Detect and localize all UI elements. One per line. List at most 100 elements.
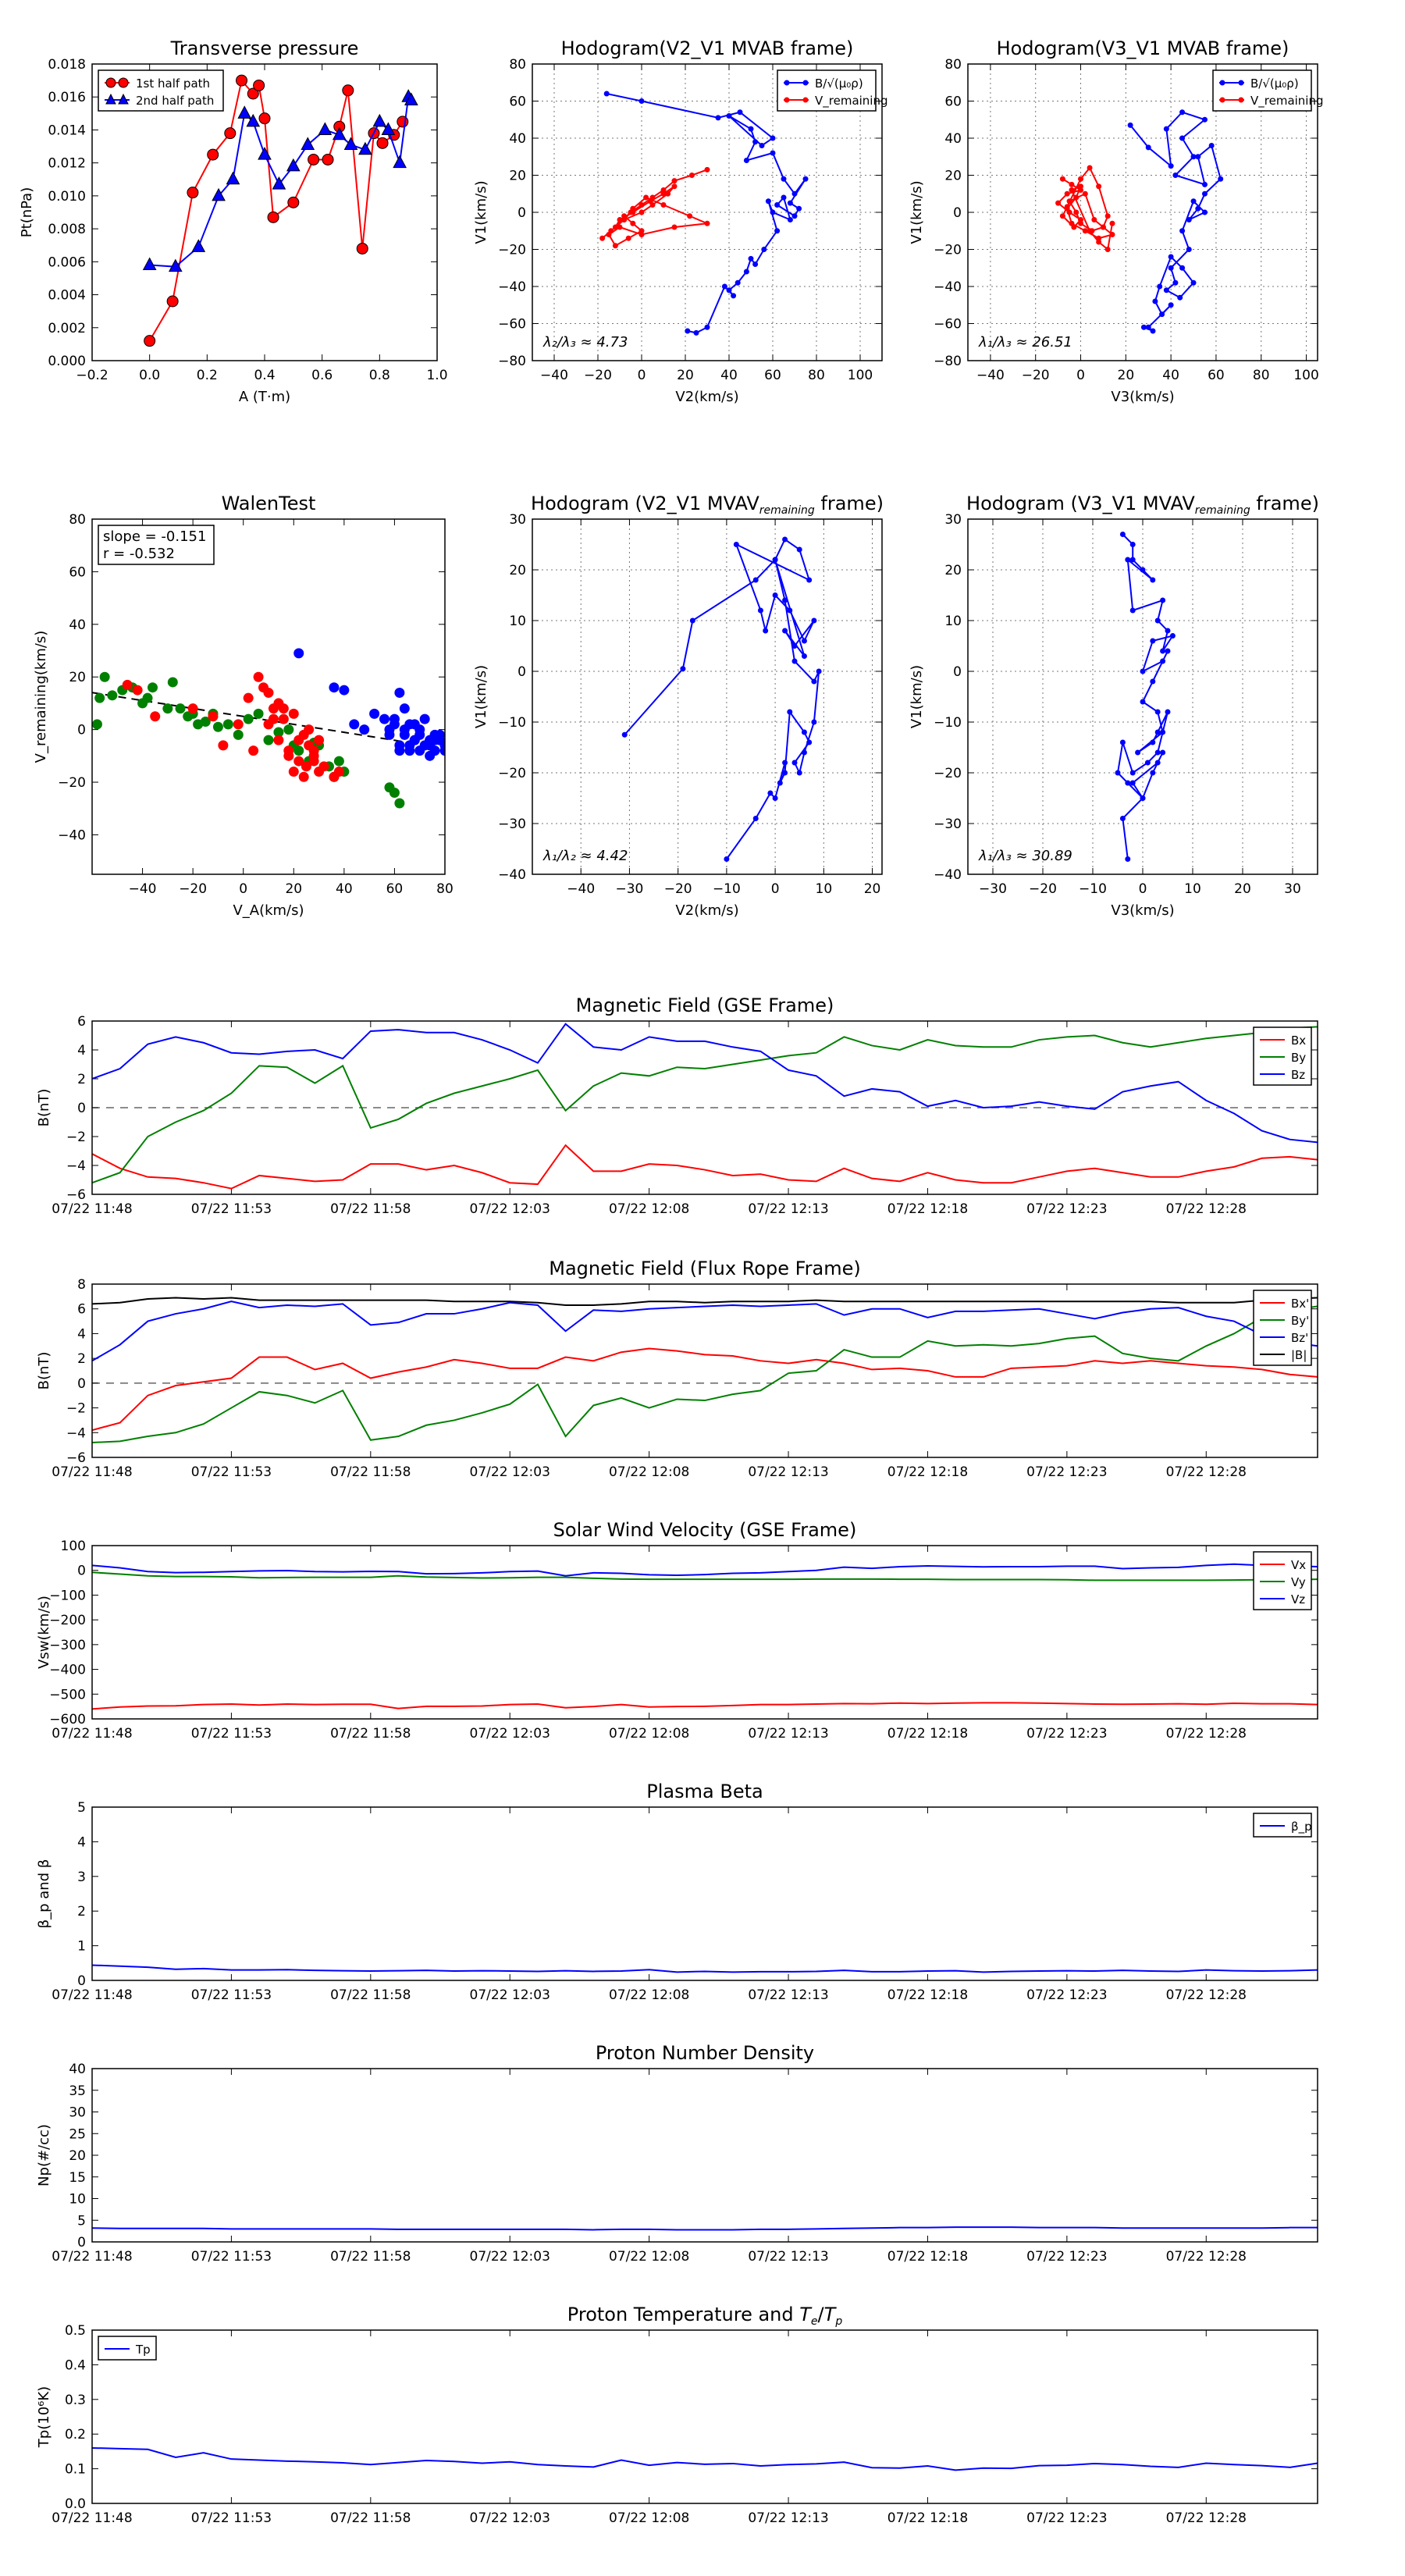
plot-area: [599, 91, 809, 336]
legend-label: β_p: [1291, 1820, 1312, 1834]
data-point: [1087, 228, 1093, 234]
x-tick-label: 40: [336, 881, 353, 897]
y-tick-label: 100: [61, 1539, 86, 1554]
y-tick-label: 0: [77, 1376, 86, 1392]
x-tick-label: 0.6: [311, 368, 333, 383]
data-point: [293, 756, 304, 767]
legend-label: By: [1291, 1051, 1306, 1065]
chart-ts3: Solar Wind Velocity (GSE Frame) 07/22 11:…: [36, 1519, 1318, 1742]
data-point: [721, 283, 727, 290]
data-point: [752, 139, 759, 145]
data-point: [425, 750, 436, 761]
data-point: [439, 745, 445, 756]
x-tick-label: 07/22 11:48: [52, 2249, 132, 2265]
y-tick-label: −6: [66, 1187, 86, 1203]
y-tick-label: 0.2: [65, 2427, 86, 2443]
data-point: [787, 709, 793, 715]
data-point: [687, 213, 693, 219]
data-point: [782, 628, 788, 634]
x-tick-label: 07/22 12:23: [1026, 2249, 1107, 2265]
x-tick-label: 1.0: [426, 368, 447, 383]
legend-marker: [1219, 97, 1225, 103]
y-tick-label: 20: [69, 670, 86, 685]
data-point: [617, 217, 623, 222]
data-point: [1125, 557, 1131, 563]
y-axis-label: V1(km/s): [909, 180, 925, 244]
y-tick-label: 0: [953, 664, 962, 680]
data-point: [243, 713, 254, 724]
data-point: [647, 198, 653, 205]
data-point: [1150, 638, 1156, 644]
y-tick-label: 0.018: [48, 57, 86, 73]
plot-area: [92, 2446, 1318, 2471]
y-tick-label: 0: [518, 205, 526, 221]
data-point: [212, 721, 223, 732]
x-axis-label: V3(km/s): [1111, 902, 1174, 919]
legend-label: |B|: [1291, 1348, 1307, 1362]
data-point: [132, 685, 143, 696]
y-tick-label: −20: [58, 775, 86, 791]
y-tick-label: 0.008: [48, 222, 86, 237]
y-tick-label: 8: [77, 1277, 86, 1293]
y-tick-label: −30: [498, 817, 526, 832]
data-point: [1154, 729, 1161, 735]
ratio-annotation: λ₁/λ₃ ≈ 26.51: [978, 334, 1072, 350]
data-point: [801, 749, 807, 756]
data-point: [212, 187, 226, 201]
data-point: [339, 685, 350, 696]
x-tick-label: 07/22 11:58: [330, 2510, 411, 2526]
y-tick-label: −10: [934, 715, 962, 731]
x-tick-label: −40: [567, 881, 595, 897]
data-point: [1069, 187, 1075, 193]
y-axis-label: B(nT): [36, 1352, 52, 1390]
x-tick-label: −40: [976, 368, 1005, 383]
plot-area: [621, 536, 822, 862]
x-tick-label: 60: [1208, 368, 1225, 383]
data-point: [638, 98, 645, 104]
data-point: [1140, 324, 1147, 330]
y-tick-label: −20: [934, 243, 962, 258]
y-tick-label: −2: [66, 1401, 86, 1417]
y-tick-label: −30: [934, 817, 962, 832]
chart-p6: Hodogram (V3_V1 MVAVremaining frame) −30 −…: [909, 493, 1319, 919]
x-tick-label: 07/22 12:13: [748, 1201, 828, 1217]
legend-marker: [802, 80, 809, 86]
data-point: [772, 557, 778, 563]
data-point: [1087, 165, 1093, 171]
chart-title: WalenTest: [222, 493, 316, 514]
x-tick-label: 07/22 11:53: [191, 1987, 272, 2003]
data-point: [187, 187, 199, 199]
data-point: [816, 668, 822, 674]
data-point: [811, 678, 817, 685]
data-point: [1140, 699, 1146, 705]
axes-frame: [91, 2068, 1318, 2243]
data-point: [381, 122, 396, 135]
y-tick-label: −40: [58, 827, 86, 843]
y-tick-label: −4: [66, 1425, 86, 1441]
data-point: [166, 295, 179, 308]
data-point: [243, 692, 254, 703]
x-tick-label: 07/22 12:08: [609, 2249, 689, 2265]
data-point: [1218, 176, 1224, 182]
chart-p2: Hodogram(V2_V1 MVAB frame) −40 −20 0 20 40 60 8…: [473, 37, 888, 405]
axes-frame: [91, 63, 438, 361]
y-axis-label: β_p and β: [36, 1859, 52, 1929]
data-point: [770, 150, 776, 156]
data-point: [1152, 298, 1158, 304]
data-point: [1201, 116, 1208, 123]
data-point: [1082, 190, 1088, 197]
series-line-Vx: [92, 1702, 1318, 1710]
x-tick-label: 07/22 12:13: [748, 1726, 828, 1742]
x-tick-label: −10: [713, 881, 741, 897]
x-tick-label: 20: [1234, 881, 1251, 897]
data-point: [288, 708, 299, 719]
data-point: [796, 546, 802, 553]
data-point: [293, 745, 304, 756]
y-tick-label: 0.006: [48, 254, 86, 270]
data-point: [1055, 200, 1062, 206]
data-point: [308, 756, 319, 767]
x-tick-label: 07/22 12:28: [1166, 1726, 1247, 1742]
data-point: [1186, 217, 1192, 222]
x-tick-label: 20: [864, 881, 881, 897]
